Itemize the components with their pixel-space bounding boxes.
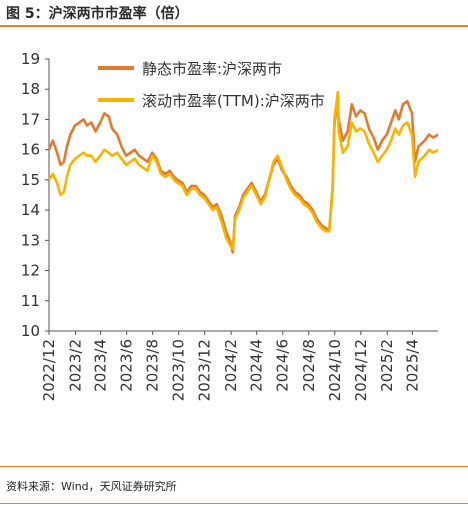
x-tick-label: 2024/12 bbox=[352, 339, 370, 401]
y-tick-label: 13 bbox=[21, 231, 40, 249]
x-tick-label: 2024/4 bbox=[248, 339, 266, 392]
series-line-static-pe bbox=[47, 94, 439, 254]
y-tick-label: 18 bbox=[21, 80, 40, 98]
x-tick-label: 2023/2 bbox=[66, 339, 84, 392]
legend-label-static-pe: 静态市盈率:沪深两市 bbox=[142, 60, 282, 78]
x-tick-label: 2023/12 bbox=[196, 339, 214, 401]
x-tick-label: 2023/6 bbox=[118, 339, 136, 392]
y-tick-label: 17 bbox=[21, 110, 40, 128]
y-tick-label: 12 bbox=[21, 262, 40, 280]
x-axis-ticks: 2022/12 2023/2 2023/4 2023/6 2023/8 2023/10 20… bbox=[40, 331, 421, 401]
source-note: 资料来源：Wind，天风证券研究所 bbox=[6, 480, 177, 493]
y-tick-label: 11 bbox=[21, 292, 40, 310]
x-tick-label: 2023/4 bbox=[92, 339, 110, 392]
x-tick-label: 2022/12 bbox=[40, 339, 58, 401]
source-divider bbox=[0, 466, 468, 467]
footer-divider bbox=[0, 503, 468, 504]
y-tick-label: 10 bbox=[21, 322, 40, 340]
x-tick-label: 2024/8 bbox=[300, 339, 318, 392]
x-tick-label: 2025/2 bbox=[378, 339, 396, 392]
x-tick-label: 2025/4 bbox=[403, 339, 421, 392]
title-divider bbox=[0, 25, 468, 27]
series-lines bbox=[47, 90, 439, 254]
figure-title: 图 5：沪深两市市盈率（倍） bbox=[6, 6, 189, 22]
pe-ratio-chart: 10 11 12 13 14 15 16 17 18 19 2022/12 2023/2 2023/4… bbox=[21, 50, 439, 401]
series-line-ttm-pe bbox=[47, 90, 439, 251]
legend-label-ttm-pe: 滚动市盈率(TTM):沪深两市 bbox=[142, 92, 325, 110]
x-tick-label: 2024/10 bbox=[326, 339, 344, 401]
x-tick-label: 2023/10 bbox=[170, 339, 188, 401]
y-axis-ticks: 10 11 12 13 14 15 16 17 18 19 bbox=[21, 50, 49, 340]
chart-axes bbox=[48, 59, 438, 332]
y-tick-label: 19 bbox=[21, 50, 40, 68]
y-tick-label: 14 bbox=[21, 201, 40, 219]
x-tick-label: 2023/8 bbox=[144, 339, 162, 392]
x-tick-label: 2024/6 bbox=[274, 339, 292, 392]
y-tick-label: 15 bbox=[21, 171, 40, 189]
x-tick-label: 2024/2 bbox=[222, 339, 240, 392]
y-tick-label: 16 bbox=[21, 141, 40, 159]
